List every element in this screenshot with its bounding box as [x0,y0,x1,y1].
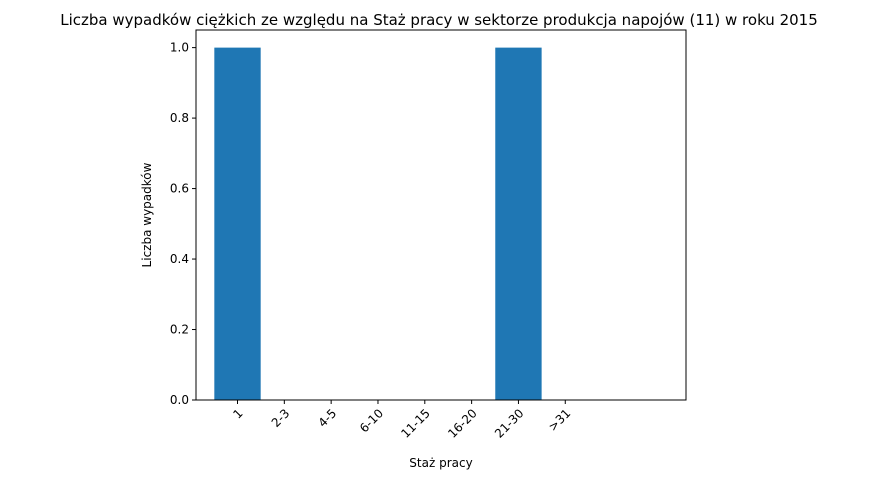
y-tick-label: 0.0 [170,393,189,407]
x-tick-label: 11-15 [398,406,433,441]
x-axis: 1 2-3 4-5 6-10 11-15 16-20 21-30 >31 [230,400,573,441]
y-axis-label: Liczba wypadków [140,162,154,267]
bars-group [214,47,542,400]
bar-21-30 [495,47,542,400]
x-axis-label: Staż pracy [409,456,472,470]
bar-1 [214,47,261,400]
y-tick-label: 0.8 [170,111,189,125]
x-tick-label: 16-20 [445,406,480,441]
y-tick-label: 0.2 [170,323,189,337]
y-axis: 0.0 0.2 0.4 0.6 0.8 1.0 [170,41,196,407]
x-tick-label: 6-10 [357,406,386,435]
y-tick-label: 0.4 [170,252,189,266]
x-tick-label: >31 [546,406,574,434]
x-tick-label: 4-5 [316,406,340,430]
y-tick-label: 0.6 [170,182,189,196]
y-tick-label: 1.0 [170,41,189,55]
x-tick-label: 2-3 [269,406,293,430]
x-tick-label: 21-30 [492,406,527,441]
chart-title: Liczba wypadków ciężkich ze względu na S… [60,11,818,29]
x-tick-label: 1 [230,406,245,421]
plot-frame [195,29,687,401]
